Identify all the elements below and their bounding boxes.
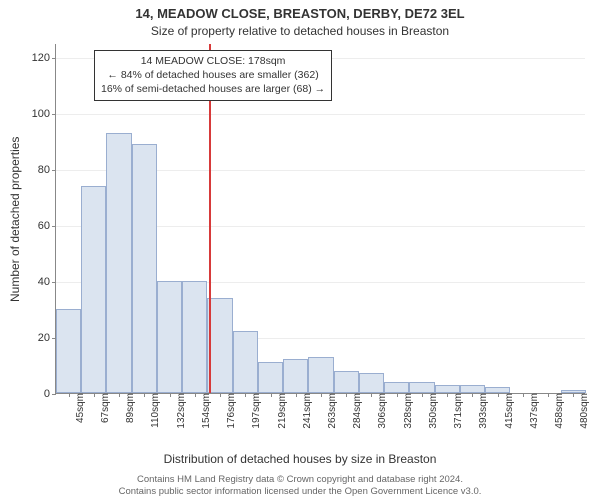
y-tick-label: 20 (38, 332, 56, 344)
y-tick-label: 80 (38, 164, 56, 176)
histogram-bar (258, 362, 283, 393)
histogram-bar (233, 331, 258, 393)
histogram-bar (409, 382, 434, 393)
x-tick-mark (397, 393, 398, 397)
x-tick-mark (371, 393, 372, 397)
x-tick-mark (195, 393, 196, 397)
y-tick-label: 120 (32, 52, 56, 64)
histogram-bar (81, 186, 106, 393)
x-tick-mark (346, 393, 347, 397)
x-tick-mark (523, 393, 524, 397)
x-tick-label: 371sqm (451, 393, 464, 429)
y-tick-label: 100 (32, 108, 56, 120)
x-tick-label: 393sqm (476, 393, 489, 429)
x-tick-label: 350sqm (426, 393, 439, 429)
x-tick-label: 437sqm (527, 393, 540, 429)
chart-attribution-footer: Contains HM Land Registry data © Crown c… (0, 474, 600, 498)
x-tick-mark (119, 393, 120, 397)
x-tick-mark (69, 393, 70, 397)
x-tick-label: 480sqm (577, 393, 590, 429)
histogram-bar (132, 144, 157, 393)
x-tick-label: 284sqm (350, 393, 363, 429)
annotation-line: 14 MEADOW CLOSE: 178sqm (101, 54, 325, 68)
histogram-bar (56, 309, 81, 393)
x-tick-mark (245, 393, 246, 397)
histogram-bar (182, 281, 207, 393)
x-tick-mark (498, 393, 499, 397)
x-tick-label: 110sqm (148, 393, 161, 428)
histogram-bar (106, 133, 131, 393)
histogram-bar (308, 357, 333, 393)
x-tick-mark (296, 393, 297, 397)
x-tick-label: 197sqm (249, 393, 262, 429)
x-tick-mark (573, 393, 574, 397)
x-tick-mark (170, 393, 171, 397)
x-tick-label: 415sqm (502, 393, 515, 429)
x-tick-mark (271, 393, 272, 397)
x-tick-label: 176sqm (224, 393, 237, 429)
y-axis-label: Number of detached properties (8, 136, 22, 301)
footer-line-1: Contains HM Land Registry data © Crown c… (0, 474, 600, 486)
x-tick-label: 89sqm (123, 393, 136, 423)
footer-line-2: Contains public sector information licen… (0, 486, 600, 498)
x-axis-label: Distribution of detached houses by size … (0, 452, 600, 466)
histogram-bar (435, 385, 460, 393)
histogram-bar (460, 385, 485, 393)
histogram-bar (561, 390, 586, 393)
x-tick-mark (144, 393, 145, 397)
x-tick-mark (94, 393, 95, 397)
histogram-bar (359, 373, 384, 393)
histogram-bar (384, 382, 409, 393)
x-tick-label: 132sqm (174, 393, 187, 429)
histogram-bar (334, 371, 359, 393)
histogram-bar (207, 298, 232, 393)
x-tick-label: 45sqm (73, 393, 86, 423)
x-tick-label: 67sqm (98, 393, 111, 423)
y-tick-label: 40 (38, 276, 56, 288)
x-tick-mark (548, 393, 549, 397)
x-tick-label: 219sqm (275, 393, 288, 429)
x-tick-mark (422, 393, 423, 397)
histogram-bar (485, 387, 510, 393)
gridline (56, 114, 585, 115)
x-tick-mark (321, 393, 322, 397)
x-tick-label: 306sqm (375, 393, 388, 429)
x-tick-mark (447, 393, 448, 397)
annotation-line: ← 84% of detached houses are smaller (36… (101, 68, 325, 82)
annotation-box: 14 MEADOW CLOSE: 178sqm← 84% of detached… (94, 50, 332, 101)
y-tick-label: 60 (38, 220, 56, 232)
histogram-bar (283, 359, 308, 393)
histogram-plot-area: 02040608010012045sqm67sqm89sqm110sqm132s… (55, 44, 585, 394)
x-tick-label: 241sqm (300, 393, 313, 429)
x-tick-label: 328sqm (401, 393, 414, 429)
x-tick-label: 154sqm (199, 393, 212, 429)
chart-title-sub: Size of property relative to detached ho… (0, 24, 600, 38)
annotation-line: 16% of semi-detached houses are larger (… (101, 82, 325, 96)
x-tick-mark (220, 393, 221, 397)
chart-title-main: 14, MEADOW CLOSE, BREASTON, DERBY, DE72 … (0, 6, 600, 21)
x-tick-label: 458sqm (552, 393, 565, 429)
y-tick-label: 0 (44, 388, 56, 400)
histogram-bar (157, 281, 182, 393)
x-tick-mark (472, 393, 473, 397)
x-tick-label: 263sqm (325, 393, 338, 429)
